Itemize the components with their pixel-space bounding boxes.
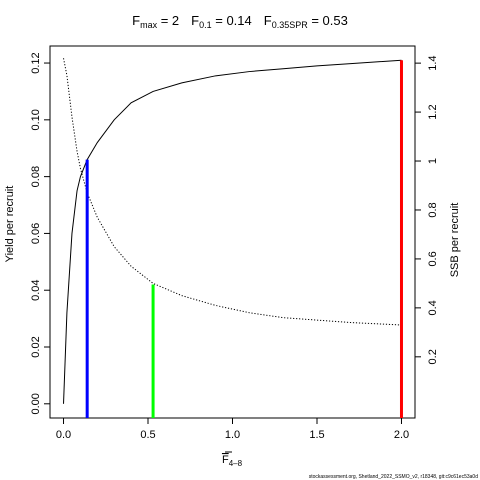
y-axis-right: 0.2 0.4 0.6 0.8 1 1.2 1.4 [415, 55, 439, 364]
y2-tick-label: 1 [427, 158, 439, 164]
x-axis-label: F4–8 [222, 451, 243, 468]
x-tick-label: 1.0 [225, 429, 240, 441]
y-tick-label: 0.08 [30, 166, 42, 187]
title-value: = 0.53 [308, 13, 348, 28]
y-tick-label: 0.12 [30, 52, 42, 73]
y-axis-label: Yield per recruit [4, 186, 16, 263]
y2-tick-label: 1.2 [427, 104, 439, 119]
y-axis-left: 0.00 0.02 0.04 0.06 0.08 0.10 0.12 [30, 52, 50, 415]
x-tick-label: 0.0 [56, 429, 71, 441]
y-tick-label: 0.06 [30, 223, 42, 244]
y-tick-label: 0.04 [30, 280, 42, 301]
footer-text: stockassessment.org, Shetland_2022_SSMO_… [309, 474, 478, 480]
yield-per-recruit-line [63, 59, 402, 404]
y2-tick-label: 0.4 [427, 300, 439, 315]
x-axis-label-text: F4–8 [222, 454, 243, 468]
title-symbol: F [132, 13, 140, 28]
x-tick-label: 2.0 [394, 429, 409, 441]
y-tick-label: 0.00 [30, 393, 42, 414]
x-axis-label-symbol: F [222, 454, 229, 466]
title-subscript: max [140, 20, 158, 30]
y2-tick-label: 0.8 [427, 202, 439, 217]
title-subscript: 0.1 [199, 20, 212, 30]
x-tick-label: 1.5 [309, 429, 324, 441]
y2-tick-label: 0.6 [427, 251, 439, 266]
y2-tick-label: 1.4 [427, 55, 439, 70]
title-value: = 0.14 [212, 13, 252, 28]
x-tick-label: 0.5 [140, 429, 155, 441]
y-tick-label: 0.10 [30, 109, 42, 130]
chart-title-text: Fmax = 2 F0.1 = 0.14 F0.35SPR = 0.53 [132, 13, 348, 30]
title-symbol: F [191, 13, 199, 28]
title-subscript: 0.35SPR [272, 20, 309, 30]
x-axis-label-subscript: 4–8 [229, 459, 243, 468]
y2-tick-label: 0.2 [427, 349, 439, 364]
x-axis: 0.0 0.5 1.0 1.5 2.0 [56, 418, 409, 441]
y2-axis-label: SSB per recruit [449, 203, 461, 278]
chart-title: Fmax = 2 F0.1 = 0.14 F0.35SPR = 0.53 [132, 13, 348, 30]
plot-area [49, 45, 416, 419]
title-value: = 2 [157, 13, 179, 28]
plot-frame [49, 45, 416, 419]
title-symbol: F [264, 13, 272, 28]
ssb-per-recruit-line [63, 58, 402, 326]
y-tick-label: 0.02 [30, 336, 42, 357]
